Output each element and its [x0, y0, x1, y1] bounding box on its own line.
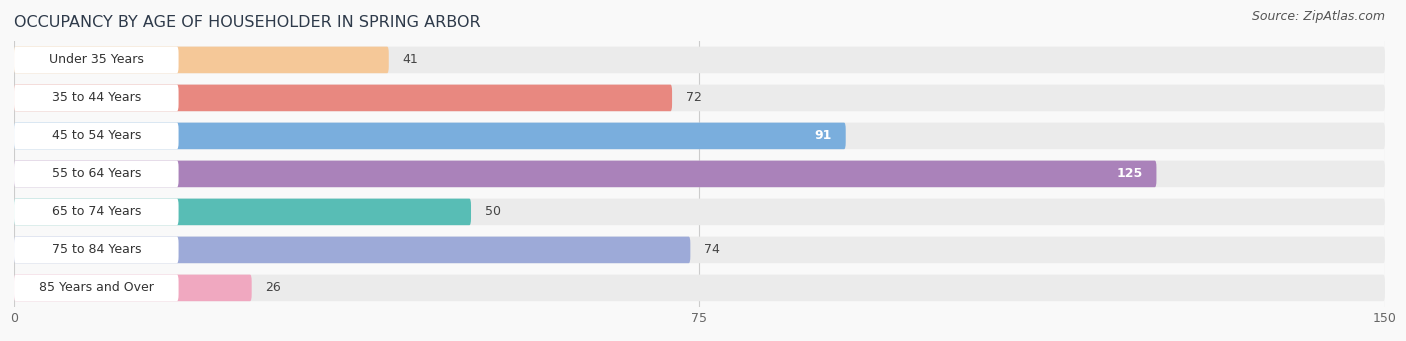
- Text: 45 to 54 Years: 45 to 54 Years: [52, 130, 141, 143]
- Text: 72: 72: [686, 91, 702, 104]
- FancyBboxPatch shape: [14, 198, 471, 225]
- Text: 85 Years and Over: 85 Years and Over: [39, 281, 153, 294]
- FancyBboxPatch shape: [14, 47, 1385, 73]
- FancyBboxPatch shape: [14, 85, 672, 111]
- Text: Source: ZipAtlas.com: Source: ZipAtlas.com: [1251, 10, 1385, 23]
- FancyBboxPatch shape: [14, 237, 179, 263]
- Text: 55 to 64 Years: 55 to 64 Years: [52, 167, 141, 180]
- Text: 74: 74: [704, 243, 720, 256]
- Text: 75 to 84 Years: 75 to 84 Years: [52, 243, 141, 256]
- FancyBboxPatch shape: [14, 123, 846, 149]
- Text: OCCUPANCY BY AGE OF HOUSEHOLDER IN SPRING ARBOR: OCCUPANCY BY AGE OF HOUSEHOLDER IN SPRIN…: [14, 15, 481, 30]
- FancyBboxPatch shape: [14, 85, 1385, 111]
- Text: 125: 125: [1116, 167, 1143, 180]
- Text: 65 to 74 Years: 65 to 74 Years: [52, 205, 141, 218]
- FancyBboxPatch shape: [14, 198, 1385, 225]
- Text: Under 35 Years: Under 35 Years: [49, 54, 143, 66]
- FancyBboxPatch shape: [14, 198, 179, 225]
- Text: 41: 41: [402, 54, 418, 66]
- FancyBboxPatch shape: [14, 161, 1385, 187]
- FancyBboxPatch shape: [14, 85, 179, 111]
- Text: 91: 91: [814, 130, 832, 143]
- FancyBboxPatch shape: [14, 123, 1385, 149]
- FancyBboxPatch shape: [14, 123, 179, 149]
- FancyBboxPatch shape: [14, 161, 1157, 187]
- Text: 26: 26: [266, 281, 281, 294]
- FancyBboxPatch shape: [14, 161, 179, 187]
- FancyBboxPatch shape: [14, 237, 690, 263]
- FancyBboxPatch shape: [14, 275, 1385, 301]
- Text: 35 to 44 Years: 35 to 44 Years: [52, 91, 141, 104]
- FancyBboxPatch shape: [14, 237, 1385, 263]
- FancyBboxPatch shape: [14, 47, 389, 73]
- FancyBboxPatch shape: [14, 47, 179, 73]
- FancyBboxPatch shape: [14, 275, 252, 301]
- FancyBboxPatch shape: [14, 275, 179, 301]
- Text: 50: 50: [485, 205, 501, 218]
